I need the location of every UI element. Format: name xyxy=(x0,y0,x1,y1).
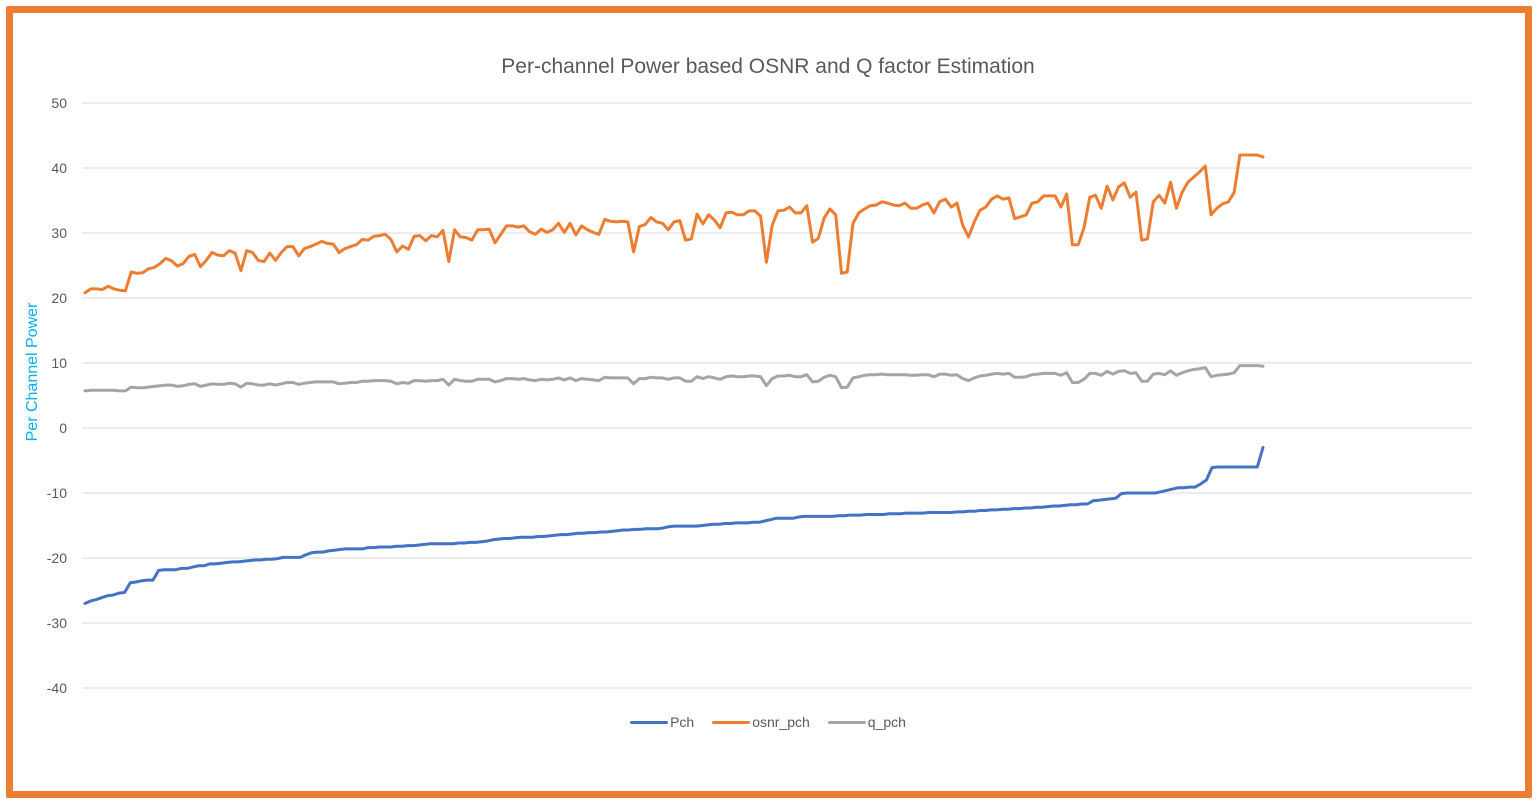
series-line-osnr-pch xyxy=(83,153,1265,295)
legend-label: Pch xyxy=(670,714,695,730)
y-tick-label: 50 xyxy=(51,95,67,111)
y-tick-label: 40 xyxy=(51,160,67,176)
y-tick-label: 10 xyxy=(51,355,67,371)
legend-item-pch: Pch xyxy=(630,714,694,730)
legend-swatch xyxy=(630,720,669,724)
series-line-q-pch xyxy=(83,364,1265,393)
legend-swatch xyxy=(712,720,751,724)
y-tick-label: 0 xyxy=(59,420,67,436)
y-tick-label: -20 xyxy=(47,550,67,566)
y-tick-label: -30 xyxy=(47,615,67,631)
legend-item-q-pch: q_pch xyxy=(827,714,906,730)
chart-frame xyxy=(6,6,1532,798)
chart-title: Per-channel Power based OSNR and Q facto… xyxy=(501,55,1035,78)
legend-label: q_pch xyxy=(867,714,906,730)
legend-label: osnr_pch xyxy=(752,714,810,730)
legend-item-osnr-pch: osnr_pch xyxy=(712,714,810,730)
y-tick-label: 20 xyxy=(51,290,67,306)
legend: Pch osnr_pch q_pch xyxy=(0,714,1536,730)
legend-swatch xyxy=(827,720,866,724)
y-tick-label: -10 xyxy=(47,485,67,501)
series-line-pch xyxy=(83,446,1265,605)
y-tick-label: 30 xyxy=(51,225,67,241)
y-tick-label: -40 xyxy=(47,680,67,696)
